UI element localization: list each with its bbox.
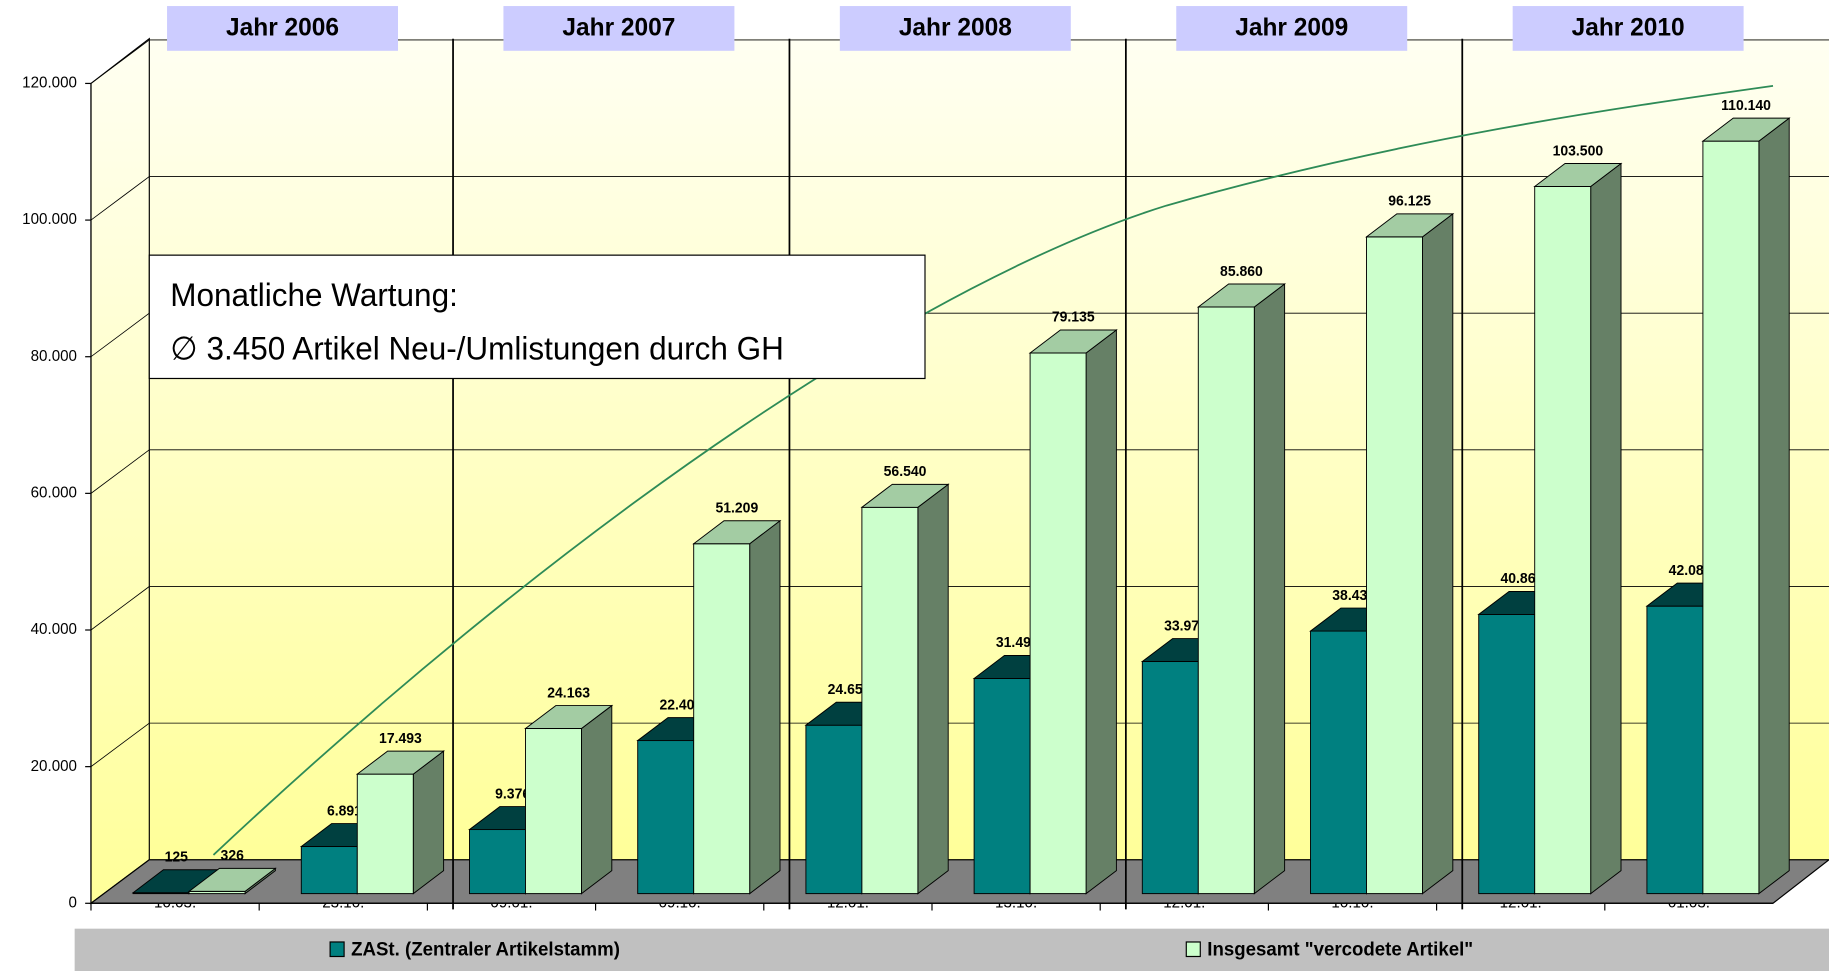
data-label: 31.490: [996, 635, 1039, 651]
bar-side: [917, 483, 949, 895]
annotation-box: [148, 254, 926, 380]
bar: [356, 773, 414, 895]
year-label: Jahr 2010: [1572, 13, 1685, 41]
year-label: Jahr 2007: [562, 13, 675, 41]
bar-top: [355, 750, 446, 775]
bar: [469, 829, 526, 895]
data-label: 42.080: [1669, 563, 1712, 579]
data-label: 24.650: [828, 682, 871, 698]
annotation-line: Monatliche Wartung:: [170, 277, 458, 314]
bar-side: [1758, 117, 1790, 895]
bar: [525, 728, 582, 895]
data-label: 6.891: [327, 803, 362, 819]
data-label: 79.135: [1052, 310, 1095, 326]
data-label: 96.125: [1388, 193, 1431, 209]
legend-swatch: [329, 941, 345, 958]
bar-side: [1253, 283, 1286, 895]
year-label: Jahr 2006: [226, 13, 339, 41]
bar: [1366, 236, 1423, 895]
y-tick-label: 0: [69, 894, 77, 911]
bar-side: [581, 704, 613, 895]
bar: [1646, 605, 1704, 895]
bar-top: [1365, 213, 1455, 238]
bar: [1310, 630, 1367, 895]
year-box: [1512, 6, 1744, 51]
data-label: 24.163: [547, 685, 590, 701]
bar-side: [1590, 162, 1622, 895]
y-tick-label: 120.000: [22, 74, 77, 91]
bar: [805, 724, 863, 895]
year-box: [839, 6, 1071, 51]
data-label: 40.860: [1500, 571, 1543, 587]
data-label: 9.376: [495, 786, 530, 802]
trend-curve: [212, 84, 1774, 856]
year-box: [1176, 6, 1408, 51]
annotation-line: ∅ 3.450 Artikel Neu-/Umlistungen durch G…: [170, 330, 784, 367]
bar: [1141, 661, 1199, 895]
legend: [74, 928, 1829, 971]
bar: [1534, 186, 1592, 895]
data-label: 85.860: [1220, 264, 1263, 280]
grid-line: [90, 176, 1829, 221]
data-label: 17.493: [379, 731, 422, 747]
bar-top: [524, 705, 614, 730]
data-label: 33.970: [1164, 618, 1207, 634]
data-label: 125: [165, 849, 188, 865]
bar: [1197, 306, 1255, 895]
data-label: 56.540: [884, 464, 927, 480]
year-label: Jahr 2008: [899, 13, 1012, 41]
bar: [1702, 140, 1760, 895]
bar-top: [692, 520, 782, 545]
y-tick-label: 20.000: [31, 758, 77, 775]
side-wall: [90, 37, 150, 905]
year-label: Jahr 2009: [1235, 13, 1348, 41]
data-label: 103.500: [1553, 143, 1604, 159]
year-box: [503, 6, 735, 51]
bar-top: [1028, 329, 1118, 354]
bar: [300, 846, 358, 895]
y-tick-label: 100.000: [22, 211, 77, 228]
bar: [973, 677, 1031, 895]
data-label: 110.140: [1721, 98, 1771, 114]
bar-side: [1085, 329, 1117, 895]
bar-top: [860, 483, 950, 508]
bar: [861, 506, 919, 895]
bar-top: [1701, 117, 1791, 142]
legend-label: ZASt. (Zentraler Artikelstamm): [351, 939, 620, 960]
data-label: 326: [221, 848, 244, 864]
legend-label: Insgesamt "vercodete Artikel": [1207, 939, 1473, 960]
bar-top: [1196, 283, 1287, 308]
bar-side: [749, 519, 781, 895]
data-label: 22.401: [659, 697, 702, 713]
bar-top: [1533, 163, 1623, 187]
bar-side: [1422, 212, 1454, 895]
y-tick-label: 40.000: [31, 621, 77, 638]
y-tick-label: 60.000: [31, 484, 77, 501]
bar: [693, 543, 751, 895]
bar: [1478, 613, 1536, 895]
data-label: 38.430: [1332, 588, 1375, 604]
bar-side: [412, 750, 445, 895]
bar-top: [187, 867, 277, 892]
y-tick-label: 80.000: [31, 348, 77, 365]
bar: [1029, 352, 1087, 895]
data-label: 51.209: [715, 500, 758, 516]
legend-swatch: [1185, 941, 1201, 958]
year-box: [167, 6, 398, 51]
bar: [637, 740, 695, 895]
